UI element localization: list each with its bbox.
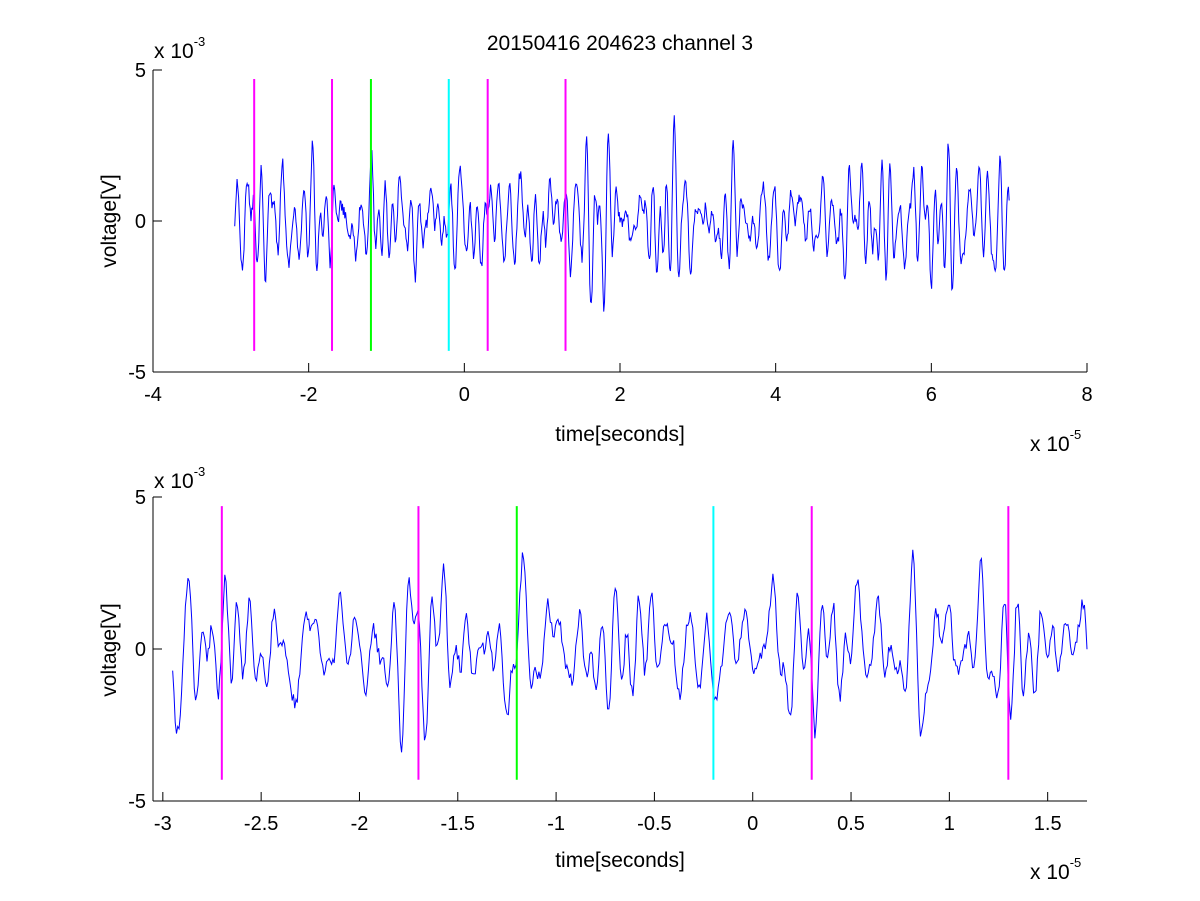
top-plot-area bbox=[234, 79, 1010, 351]
bottom-x-tick-label: -0.5 bbox=[637, 813, 671, 835]
bottom-x-exponent-base: x 10 bbox=[1030, 861, 1070, 884]
top-x-tick-label: -2 bbox=[300, 384, 318, 406]
top-x-exponent-base: x 10 bbox=[1030, 433, 1070, 456]
bottom-tick-labels: -3 -2.5 -2 -1.5 -1 -0.5 0 0.5 1 1.5 -5 0 5 bbox=[128, 487, 1061, 835]
bottom-x-tick-label: -1.5 bbox=[441, 813, 475, 835]
bottom-y-axis-label: voltage[V] bbox=[98, 603, 121, 696]
bottom-x-tick-label: 1.5 bbox=[1034, 813, 1062, 835]
bottom-x-axis-label: time[seconds] bbox=[555, 849, 685, 872]
bottom-x-exponent-power: -5 bbox=[1070, 855, 1082, 870]
bottom-x-tick-label: 1 bbox=[944, 813, 955, 835]
top-y-tick-label: -5 bbox=[128, 362, 146, 384]
bottom-y-exponent: x 10-3 bbox=[154, 464, 205, 493]
bottom-panel: -3 -2.5 -2 -1.5 -1 -0.5 0 0.5 1 1.5 -5 0 5 time[seco… bbox=[98, 464, 1088, 884]
bottom-axes bbox=[152, 496, 1087, 802]
top-x-tick-label: 2 bbox=[614, 384, 625, 406]
top-x-tick-label: -4 bbox=[144, 384, 162, 406]
bottom-x-tick-label: 0 bbox=[747, 813, 758, 835]
top-signal-trace bbox=[234, 115, 1010, 312]
bottom-y-tick-label: -5 bbox=[128, 791, 146, 813]
top-tick-labels: -4 -2 0 2 4 6 8 -5 0 5 bbox=[128, 60, 1092, 406]
bottom-y-exponent-base: x 10 bbox=[154, 470, 194, 493]
bottom-plot-area bbox=[172, 506, 1088, 780]
bottom-y-tick-label: 0 bbox=[135, 639, 146, 661]
bottom-x-tick-label: -2 bbox=[351, 813, 369, 835]
top-x-tick-label: 0 bbox=[459, 384, 470, 406]
top-x-exponent-power: -5 bbox=[1070, 427, 1082, 442]
top-y-exponent-power: -3 bbox=[194, 34, 206, 49]
bottom-x-tick-label: -2.5 bbox=[244, 813, 278, 835]
bottom-x-tick-label: 0.5 bbox=[837, 813, 865, 835]
top-y-axis-label: voltage[V] bbox=[98, 174, 121, 267]
top-y-tick-label: 0 bbox=[135, 211, 146, 233]
bottom-x-tick-label: -1 bbox=[547, 813, 565, 835]
top-y-exponent: x 10-3 bbox=[154, 34, 205, 63]
top-axes bbox=[152, 69, 1088, 373]
bottom-signal-trace bbox=[172, 549, 1088, 753]
top-y-exponent-base: x 10 bbox=[154, 40, 194, 63]
bottom-x-tick-label: -3 bbox=[154, 813, 172, 835]
top-x-tick-label: 8 bbox=[1081, 384, 1092, 406]
top-x-exponent: x 10-5 bbox=[1030, 427, 1081, 456]
bottom-y-tick-label: 5 bbox=[135, 487, 146, 509]
top-x-axis-label: time[seconds] bbox=[555, 423, 685, 446]
top-y-tick-label: 5 bbox=[135, 60, 146, 82]
top-x-tick-label: 6 bbox=[926, 384, 937, 406]
top-x-tick-label: 4 bbox=[770, 384, 781, 406]
bottom-y-exponent-power: -3 bbox=[194, 464, 206, 479]
figure-title: 20150416 204623 channel 3 bbox=[487, 32, 753, 55]
top-panel: -4 -2 0 2 4 6 8 -5 0 5 time[seconds] voltage[V] x… bbox=[98, 34, 1093, 456]
bottom-x-exponent: x 10-5 bbox=[1030, 855, 1081, 884]
